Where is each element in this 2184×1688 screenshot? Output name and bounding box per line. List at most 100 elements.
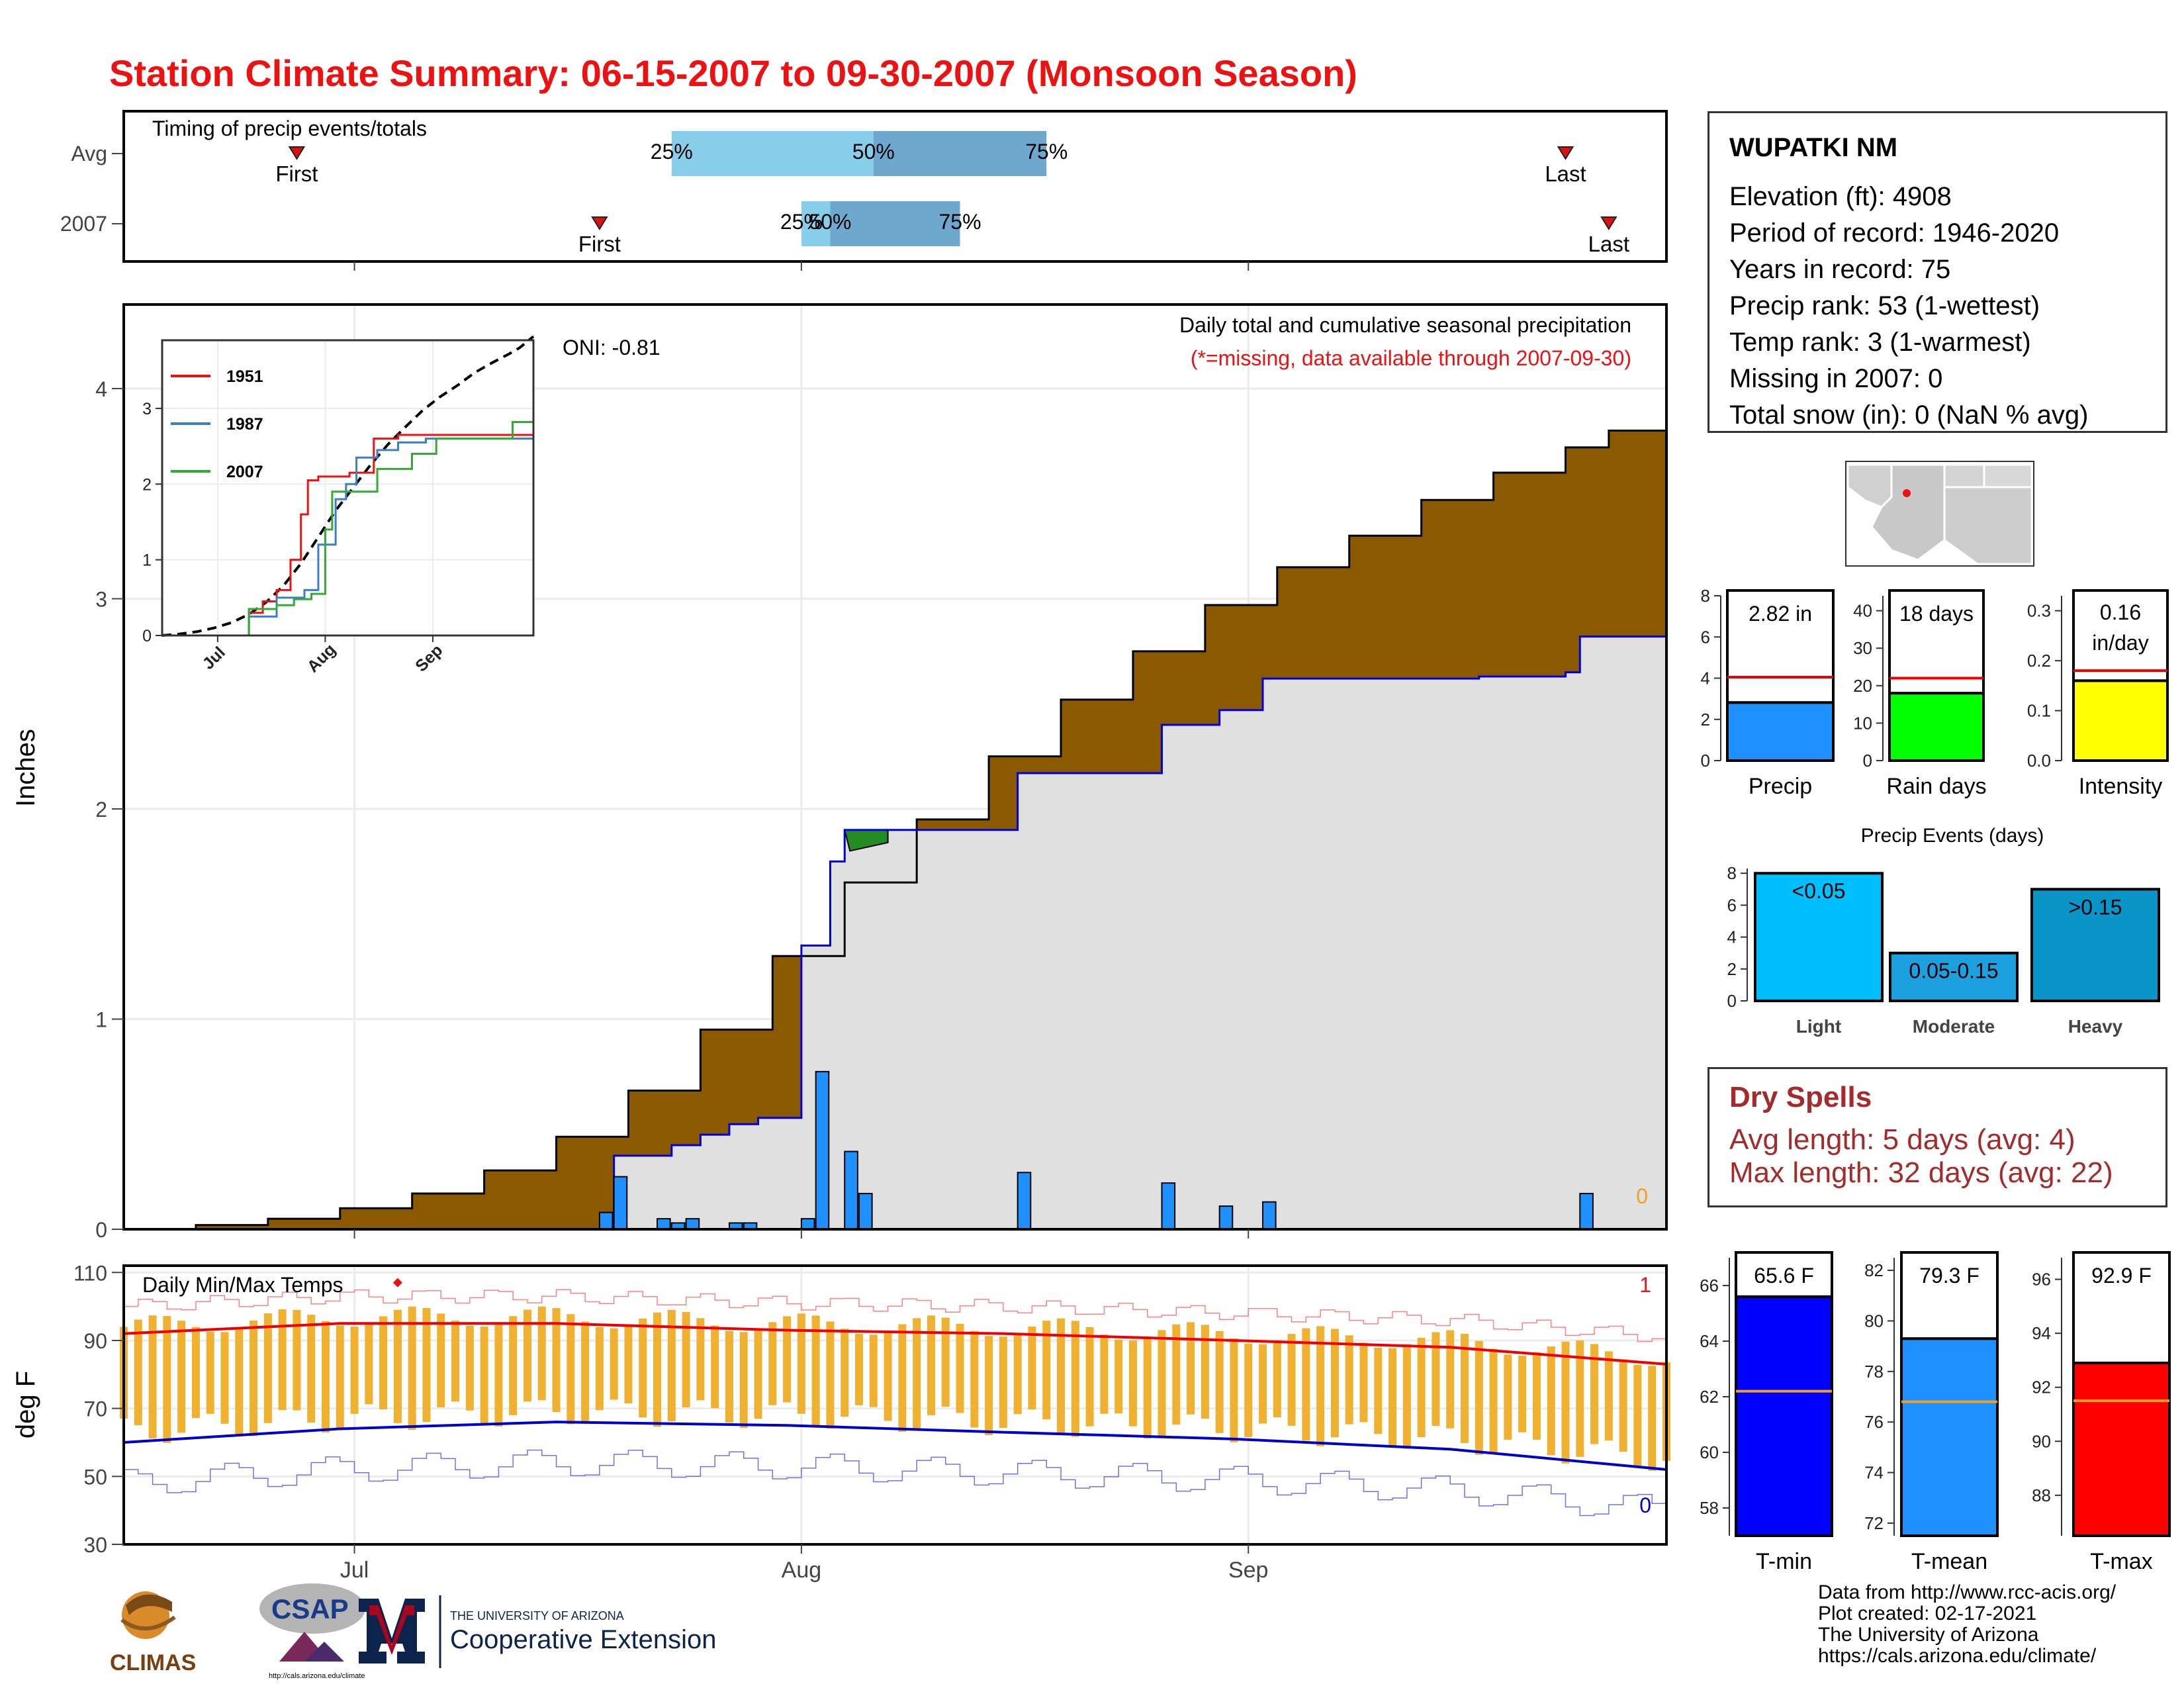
summary-y-tick-label: 82: [1864, 1260, 1884, 1280]
inset-legend-label: 1987: [226, 415, 263, 434]
daily-temp-range-bar: [855, 1334, 864, 1405]
daily-temp-range-bar: [1273, 1340, 1281, 1417]
record-high-line: [124, 1289, 1667, 1342]
daily-temp-range-bar: [985, 1336, 993, 1436]
avg-tmax-line: [123, 1322, 1667, 1366]
precip-y-tick-label: 1: [95, 1008, 107, 1032]
daily-temp-range-bar: [1259, 1344, 1267, 1424]
daily-temp-range-bar: [379, 1316, 388, 1410]
daily-temp-range-bar: [1576, 1340, 1584, 1457]
quartile-25-50-bar: [801, 201, 831, 246]
summary-y-tick-label: 2: [1701, 710, 1710, 729]
summary-bar: [1888, 692, 1985, 763]
daily-temp-range-bar: [451, 1320, 460, 1402]
temp-y-tick-label: 30: [83, 1533, 107, 1557]
daily-temp-range-bar: [480, 1327, 488, 1424]
event-bar: [2030, 888, 2160, 1002]
daily-temp-range-bar: [1201, 1325, 1209, 1419]
daily-temp-range-bar: [494, 1323, 503, 1427]
record-high-marker: [392, 1278, 402, 1288]
daily-temp-range-bar: [754, 1328, 762, 1419]
daily-precip-bar: [844, 1150, 858, 1231]
daily-temp-range-bar: [711, 1325, 719, 1409]
daily-precip-bar: [685, 1218, 700, 1230]
temp-y-axis-label: deg F: [11, 1371, 40, 1438]
summary-y-tick-label: 92: [2032, 1378, 2051, 1397]
ua-logo-line1: THE UNIVERSITY OF ARIZONA: [450, 1609, 624, 1622]
daily-temp-range-bar: [1302, 1328, 1310, 1441]
daily-temp-range-bar: [1013, 1333, 1022, 1415]
summary-y-tick-label: 6: [1701, 627, 1710, 647]
timing-title: Timing of precip events/totals: [152, 117, 427, 140]
precip-chart-title: Daily total and cumulative seasonal prec…: [1179, 313, 1631, 337]
daily-temp-range-bar: [725, 1331, 733, 1423]
daily-temp-range-bar: [350, 1327, 359, 1414]
daily-temp-range-bar: [1172, 1324, 1181, 1425]
daily-temp-range-bar: [1518, 1355, 1527, 1432]
event-bar: [1754, 872, 1884, 1002]
summary-y-tick-label: 76: [1864, 1412, 1884, 1432]
summary-y-tick-label: 4: [1701, 669, 1710, 688]
daily-precip-bar: [800, 1218, 815, 1230]
summary-category-label: T-max: [2090, 1549, 2152, 1574]
summary-value-label: in/day: [2092, 631, 2148, 655]
summary-category-label: T-mean: [1911, 1549, 1987, 1574]
daily-precip-bar: [1017, 1172, 1032, 1231]
daily-temp-range-bar: [408, 1306, 416, 1430]
daily-temp-range-bar: [278, 1309, 287, 1411]
inset-frame: [161, 339, 535, 637]
daily-temp-range-bar: [811, 1315, 820, 1428]
first-event-label: First: [578, 232, 621, 256]
last-event-marker: [1557, 146, 1574, 160]
summary-y-tick-label: 58: [1700, 1498, 1719, 1518]
daily-temp-range-bar: [869, 1335, 878, 1407]
summary-y-tick-label: 40: [1853, 601, 1872, 621]
summary-y-tick-label: 0.0: [2027, 751, 2051, 771]
avg-tmin-line: [123, 1421, 1667, 1472]
precip-y-tick-label: 4: [95, 377, 107, 401]
timing-row-label: 2007: [60, 212, 107, 236]
daily-temp-range-bar: [1475, 1340, 1483, 1455]
daily-precip-bar: [815, 1070, 830, 1230]
daily-temp-range-bar: [1042, 1321, 1051, 1420]
ua-logo-line2: Cooperative Extension: [450, 1625, 716, 1654]
daily-temp-range-bar: [1057, 1318, 1066, 1434]
summary-category-label: Rain days: [1886, 774, 1986, 799]
last-event-marker: [1600, 216, 1617, 230]
daily-temp-range-bar: [523, 1309, 531, 1402]
precip-events-chart: Precip Events (days) 0 2 4 6 8 <0.05 Light 0.05-…: [1727, 825, 2160, 1037]
institution-line: The University of Arizona: [1818, 1624, 2039, 1646]
summary-y-tick-label: 0.2: [2027, 651, 2051, 671]
source-line: Data from http://www.rcc-acis.org/: [1818, 1581, 2116, 1603]
daily-precip-bar: [858, 1193, 873, 1231]
dry-spells-box: Dry Spells Avg length: 5 days (avg: 4) M…: [1707, 1067, 2167, 1207]
daily-temp-range-bar: [250, 1320, 258, 1436]
daily-temp-range-bar: [797, 1313, 805, 1414]
station-location-marker: [1903, 489, 1911, 497]
quartile-50-label: 50%: [852, 140, 895, 164]
daily-temp-range-bar: [307, 1315, 316, 1423]
quartile-25-label: 25%: [780, 210, 823, 234]
inset-plot-bg: [162, 340, 533, 635]
summary-value-label: 92.9 F: [2091, 1264, 2152, 1288]
summary-label-box: [2072, 589, 2169, 682]
record-high-count: 1: [1639, 1273, 1651, 1297]
daily-temp-range-bar: [1187, 1322, 1195, 1415]
daily-temp-range-bar: [682, 1312, 690, 1408]
summary-label-box: [2072, 1251, 2171, 1365]
daily-temp-range-bar: [263, 1313, 272, 1423]
map-colorado: [1983, 463, 2033, 489]
daily-precip-bar: [613, 1176, 628, 1230]
quartile-25-label: 25%: [651, 140, 693, 164]
daily-temp-range-bar: [422, 1307, 431, 1423]
daily-temp-range-bar: [1446, 1330, 1455, 1429]
daily-temp-range-bar: [1359, 1342, 1368, 1423]
avg-cumulative-line: [124, 399, 1668, 1231]
daily-temp-range-bar: [365, 1323, 373, 1405]
temp-y-tick-label: 90: [83, 1329, 107, 1353]
summary-label-box: [1735, 1251, 1833, 1298]
daily-temp-range-bar: [956, 1323, 964, 1413]
summary-bar: [2072, 679, 2169, 762]
event-bar-label: >0.15: [2069, 895, 2122, 919]
